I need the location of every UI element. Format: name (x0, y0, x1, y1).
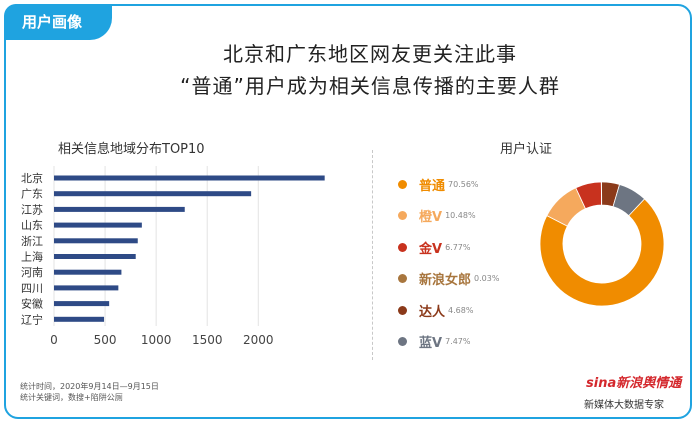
stat-period: 统计时间，2020年9月14日—9月15日 (20, 382, 159, 391)
x-tick-label: 1500 (192, 333, 223, 347)
legend-item: 普通 70.56% (398, 174, 499, 205)
legend-value: 4.68% (448, 305, 474, 315)
legend-label: 蓝V (419, 335, 443, 351)
bar (54, 301, 110, 307)
bar-chart-title: 相关信息地域分布TOP10 (58, 142, 205, 157)
headline-line-1: 北京和广东地区网友更关注此事 (223, 42, 517, 66)
legend-label: 金V (419, 241, 443, 257)
bar (54, 254, 136, 259)
legend-swatch (398, 336, 407, 346)
legend-item: 蓝V 7.47% (398, 331, 499, 362)
y-tick-label: 山东 (21, 219, 43, 232)
legend-value: 70.56% (448, 180, 479, 189)
bar (54, 285, 119, 291)
legend-swatch (398, 274, 407, 284)
brand-tagline: 新媒体大数据专家 (584, 400, 664, 411)
x-tick-label: 500 (94, 333, 117, 347)
bar (54, 269, 122, 275)
bar (54, 175, 325, 181)
y-tick-label: 江苏 (21, 203, 43, 216)
user-verification-donut (539, 181, 665, 307)
legend-label: 达人 (419, 304, 446, 320)
x-tick-label: 2000 (243, 333, 274, 347)
legend-item: 橙V 10.48% (398, 205, 499, 236)
legend-label: 新浪女郎 (419, 273, 472, 289)
donut-chart-title: 用户认证 (500, 142, 553, 157)
chart-divider (372, 150, 373, 360)
headline-line-2: “普通”用户成为相关信息传播的主要人群 (180, 74, 560, 98)
legend-value: 7.47% (445, 336, 471, 346)
bar (54, 222, 142, 228)
legend-value: 6.77% (445, 242, 471, 252)
donut-slice (539, 198, 665, 307)
user-profile-badge: 用户画像 (4, 4, 112, 40)
y-tick-label: 河南 (21, 266, 43, 279)
legend-swatch (398, 305, 407, 315)
legend-item: 金V 6.77% (398, 237, 499, 268)
legend-value: 10.48% (445, 211, 476, 221)
legend-swatch (398, 211, 407, 221)
y-tick-label: 北京 (21, 171, 43, 185)
bar (54, 238, 138, 244)
x-tick-label: 0 (50, 333, 58, 347)
stat-keywords: 统计关键词，数搜+陷阱公厕 (20, 393, 123, 402)
y-tick-label: 辽宁 (21, 312, 43, 326)
legend-value: 0.03% (474, 274, 500, 284)
y-tick-label: 四川 (21, 282, 43, 295)
y-tick-label: 广东 (21, 188, 43, 201)
legend-item: 达人 4.68% (398, 300, 499, 331)
y-tick-label: 浙江 (21, 235, 43, 248)
bar (54, 191, 252, 197)
legend-item: 新浪女郎 0.03% (398, 268, 499, 299)
sina-yuqingtong-logo: sina新浪舆情通 (586, 376, 682, 391)
x-tick-label: 1000 (141, 333, 172, 347)
legend-swatch (398, 242, 407, 252)
y-tick-label: 安徽 (21, 297, 43, 311)
donut-legend: 普通 70.56% 橙V 10.48% 金V 6.77% 新浪女郎 0.03% 达人 4.68% 蓝… (398, 174, 499, 362)
legend-swatch (398, 180, 407, 189)
bar (54, 206, 185, 212)
legend-label: 普通 (419, 179, 446, 194)
y-tick-label: 上海 (21, 250, 43, 264)
legend-label: 橙V (419, 210, 443, 226)
bar (54, 316, 105, 322)
donut-slice (612, 184, 646, 217)
